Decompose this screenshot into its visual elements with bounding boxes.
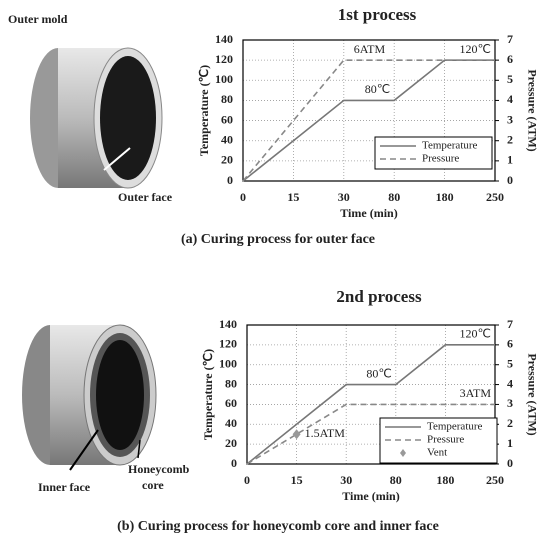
y2-tick-label: 5: [507, 72, 513, 86]
caption: (b) Curing process for honeycomb core an…: [117, 519, 439, 534]
legend-label: Temperature: [427, 421, 483, 433]
legend-label: Vent: [427, 447, 447, 459]
y-tick-label: 140: [215, 32, 233, 46]
x-tick-label: 15: [287, 190, 299, 204]
inner-face-illustration: [22, 324, 157, 471]
series-line: [242, 59, 495, 182]
y2-tick-label: 1: [507, 153, 513, 167]
y-tick-label: 20: [221, 153, 233, 167]
chart-title: 1st process: [338, 5, 417, 24]
y-tick-label: 60: [221, 112, 233, 126]
chart-title: 2nd process: [336, 287, 422, 306]
x-tick-label: 80: [390, 473, 402, 487]
y2-tick-label: 7: [507, 32, 513, 46]
y2-tick-label: 4: [507, 376, 513, 390]
legend-label: Temperature: [422, 140, 478, 152]
plot-frame: [242, 39, 496, 182]
y-tick-label: 120: [215, 52, 233, 66]
y-tick-label: 40: [225, 416, 237, 430]
value-label: 120℃: [460, 327, 491, 341]
y-axis-title: Temperature (℃): [201, 349, 215, 440]
legend-label: Pressure: [422, 153, 459, 165]
x-tick-label: 0: [244, 473, 250, 487]
label: Outer face: [118, 190, 173, 204]
series-line: [246, 344, 495, 465]
y-axis-title: Temperature (℃): [197, 65, 211, 156]
x-tick-label: 180: [436, 473, 454, 487]
outer-mold-illustration: [30, 47, 163, 189]
y2-tick-label: 0: [507, 456, 513, 470]
y2-tick-label: 2: [507, 416, 513, 430]
y-tick-label: 0: [231, 456, 237, 470]
y2-axis-title: Pressure (ATM): [525, 353, 539, 435]
value-label: 80℃: [366, 366, 391, 380]
y-tick-label: 40: [221, 132, 233, 146]
y2-tick-label: 2: [507, 132, 513, 146]
x-tick-label: 30: [340, 473, 352, 487]
y-tick-label: 20: [225, 436, 237, 450]
y-tick-label: 60: [225, 396, 237, 410]
series-line: [242, 59, 495, 182]
value-label: 6ATM: [354, 42, 386, 56]
x-tick-label: 250: [486, 473, 504, 487]
legend-label: Pressure: [427, 434, 464, 446]
x-tick-label: 180: [436, 190, 454, 204]
value-label: 1.5ATM: [305, 426, 346, 440]
y2-tick-label: 3: [507, 396, 513, 410]
y2-tick-label: 0: [507, 173, 513, 187]
label: Honeycomb: [128, 462, 190, 476]
x-axis-title: Time (min): [342, 489, 399, 503]
y-tick-label: 0: [227, 173, 233, 187]
y-tick-label: 100: [215, 72, 233, 86]
y2-tick-label: 5: [507, 356, 513, 370]
x-tick-label: 0: [240, 190, 246, 204]
y-tick-label: 80: [225, 376, 237, 390]
plot-frame: [246, 324, 496, 465]
y2-tick-label: 6: [507, 337, 513, 351]
label: Inner face: [38, 480, 91, 494]
y2-axis-title: Pressure (ATM): [525, 69, 539, 151]
legend-box: [374, 136, 493, 170]
y-tick-label: 80: [221, 92, 233, 106]
y2-tick-label: 3: [507, 112, 513, 126]
value-label: 3ATM: [460, 386, 492, 400]
value-label: 120℃: [460, 42, 491, 56]
label: core: [142, 478, 164, 492]
y2-tick-label: 6: [507, 52, 513, 66]
y2-tick-label: 1: [507, 436, 513, 450]
legend-marker: [400, 449, 406, 457]
y2-tick-label: 4: [507, 92, 513, 106]
y-tick-label: 120: [219, 337, 237, 351]
x-axis-title: Time (min): [340, 206, 397, 220]
x-tick-label: 15: [291, 473, 303, 487]
caption: (a) Curing process for outer face: [181, 232, 375, 247]
y-tick-label: 140: [219, 317, 237, 331]
label: Outer mold: [8, 12, 68, 26]
x-tick-label: 30: [338, 190, 350, 204]
x-tick-label: 80: [388, 190, 400, 204]
vent-marker: [292, 429, 301, 440]
y2-tick-label: 7: [507, 317, 513, 331]
y-tick-label: 100: [219, 356, 237, 370]
value-label: 80℃: [365, 82, 390, 96]
x-tick-label: 250: [486, 190, 504, 204]
series-line: [246, 403, 495, 465]
